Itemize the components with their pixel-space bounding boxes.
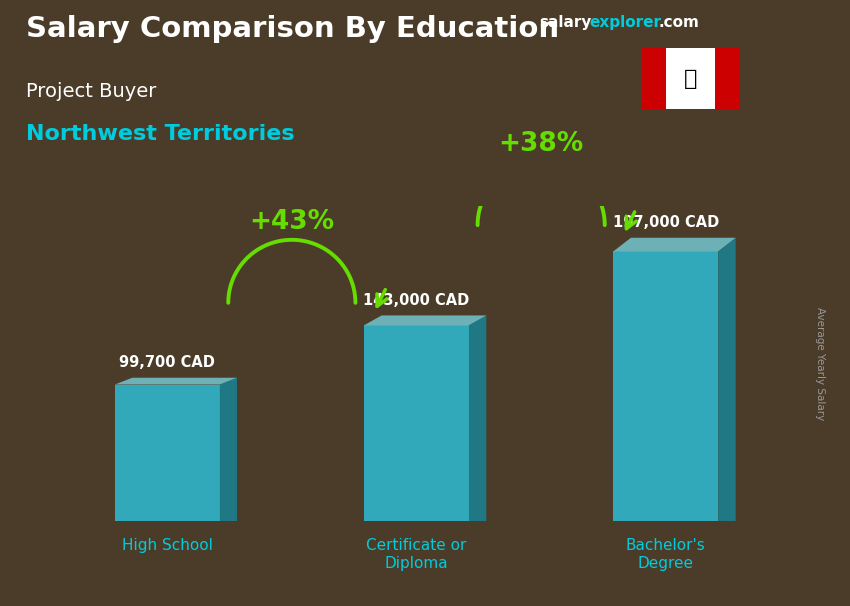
- Polygon shape: [614, 238, 735, 251]
- Text: Bachelor's
Degree: Bachelor's Degree: [626, 539, 706, 571]
- Text: Project Buyer: Project Buyer: [26, 82, 156, 101]
- Text: High School: High School: [122, 539, 212, 553]
- Text: Average Yearly Salary: Average Yearly Salary: [815, 307, 825, 420]
- Bar: [642, 48, 666, 109]
- Polygon shape: [115, 378, 237, 385]
- Text: explorer: explorer: [589, 15, 661, 30]
- Text: Northwest Territories: Northwest Territories: [26, 124, 294, 144]
- Text: +38%: +38%: [499, 132, 584, 158]
- Text: Certificate or
Diploma: Certificate or Diploma: [366, 539, 467, 571]
- Text: 143,000 CAD: 143,000 CAD: [363, 293, 469, 308]
- Text: salary: salary: [540, 15, 592, 30]
- Text: Salary Comparison By Education: Salary Comparison By Education: [26, 15, 558, 43]
- Polygon shape: [469, 316, 486, 521]
- Polygon shape: [718, 238, 735, 521]
- Polygon shape: [115, 385, 219, 521]
- Text: +43%: +43%: [249, 209, 334, 235]
- Polygon shape: [364, 316, 486, 325]
- Polygon shape: [219, 378, 237, 521]
- Polygon shape: [614, 251, 718, 521]
- Text: .com: .com: [659, 15, 700, 30]
- Text: 99,700 CAD: 99,700 CAD: [119, 355, 215, 370]
- Polygon shape: [364, 325, 469, 521]
- Text: 197,000 CAD: 197,000 CAD: [613, 215, 719, 230]
- Bar: [715, 48, 740, 109]
- Text: 🍁: 🍁: [684, 68, 697, 89]
